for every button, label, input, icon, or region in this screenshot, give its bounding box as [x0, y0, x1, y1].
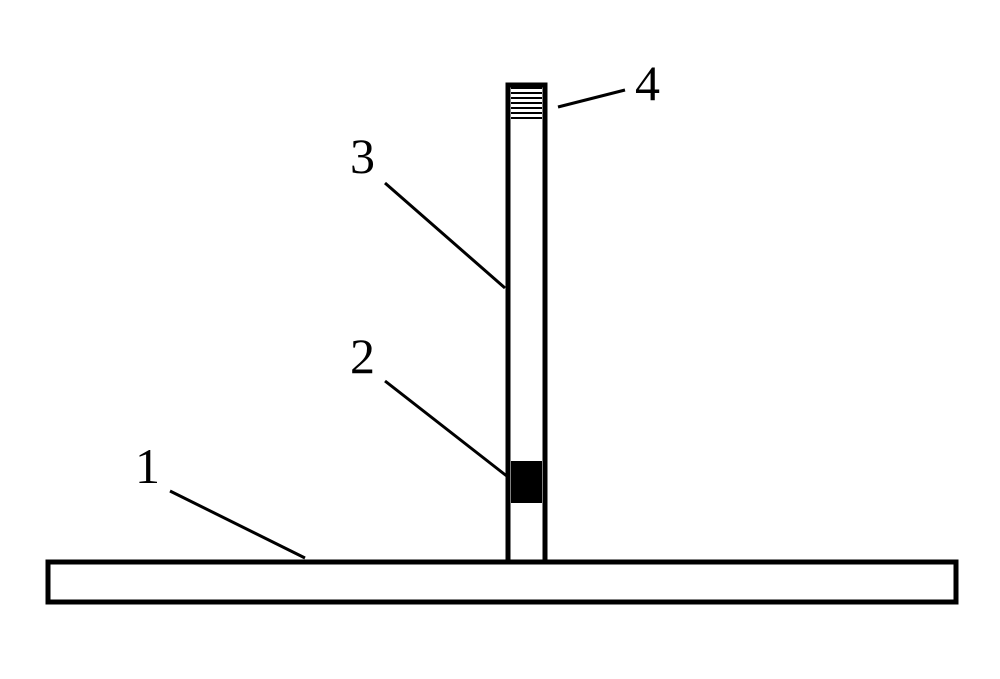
- diagram-svg: 1 2 3 4: [0, 0, 1000, 679]
- leader-1: [170, 491, 305, 558]
- label-2: 2: [350, 328, 375, 384]
- label-1: 1: [135, 438, 160, 494]
- black-block: [511, 461, 542, 503]
- leader-2: [385, 381, 508, 477]
- leader-4: [558, 90, 625, 107]
- top-hatch: [511, 88, 542, 118]
- label-4: 4: [635, 55, 660, 111]
- leader-3: [385, 183, 505, 288]
- base-slab: [48, 562, 956, 602]
- label-3: 3: [350, 128, 375, 184]
